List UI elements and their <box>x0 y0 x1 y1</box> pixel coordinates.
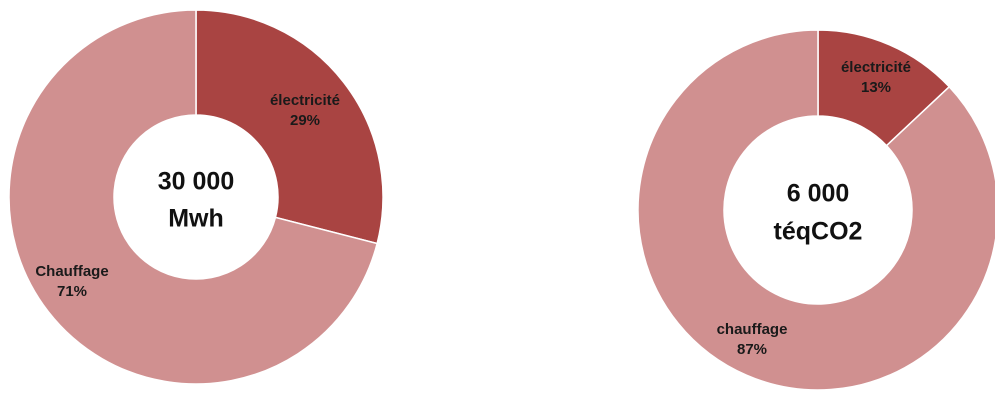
slice-chauffage <box>8 9 379 385</box>
slice-label: électricité 29% <box>270 92 340 129</box>
donut-chart-2: électricité 13% chauffage 87% 6 000 téqCO2 <box>637 29 995 391</box>
slice-label: chauffage 87% <box>717 321 788 358</box>
center-value: 6 000 <box>787 180 850 208</box>
slice-lectricit <box>195 9 384 245</box>
center-value: 30 000 <box>158 168 234 196</box>
slice-label: électricité 13% <box>841 59 911 96</box>
center-unit: Mwh <box>168 205 224 233</box>
slice-label: Chauffage 71% <box>35 263 108 300</box>
center-unit: téqCO2 <box>774 218 863 246</box>
donut-chart-1: électricité 29% Chauffage 71% 30 000 Mwh <box>8 9 384 385</box>
slice-chauffage <box>637 29 995 391</box>
